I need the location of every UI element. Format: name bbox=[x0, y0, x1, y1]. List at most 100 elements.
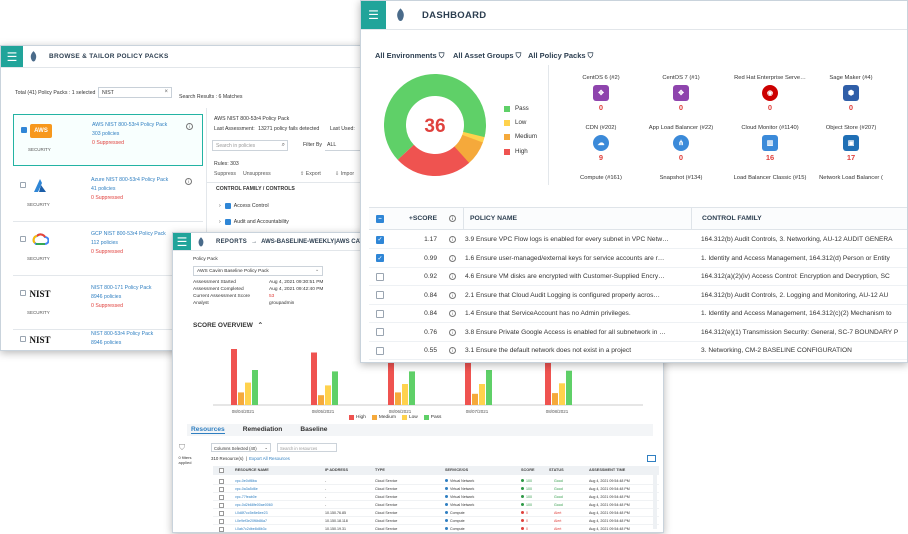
menu-icon[interactable]: ☰ bbox=[361, 1, 386, 29]
cell-name[interactable]: vpc-77feab0e bbox=[235, 494, 257, 499]
chevron-up-icon[interactable]: ⌃ bbox=[257, 322, 264, 329]
table-row[interactable]: 0.55 i 3.1 Ensure the default network does… bbox=[369, 342, 907, 360]
breadcrumb[interactable]: AWS-BASELINE-WEEKLY|AWS CAVIRN bbox=[261, 238, 374, 245]
row-checkbox[interactable] bbox=[219, 502, 224, 508]
unsuppress-button[interactable]: Unsuppress bbox=[243, 171, 271, 177]
service-count[interactable]: 0 bbox=[848, 103, 854, 112]
policy-name-cell[interactable]: 3.8 Ensure Private Google Access is enab… bbox=[465, 328, 666, 336]
row-checkbox[interactable] bbox=[219, 518, 224, 524]
service-tile[interactable]: Cloud Monitor (#1140) ▥ 16 bbox=[722, 125, 818, 162]
columns-select[interactable]: Columns Selected (40) ⌄ bbox=[211, 443, 271, 452]
policy-name-cell[interactable]: 1.6 Ensure user-managed/external keys fo… bbox=[465, 254, 665, 262]
service-tile[interactable]: App Load Balancer (#22) ⋔ 0 bbox=[633, 125, 729, 162]
table-row[interactable]: i-0e9ef3e20f6b86a7 10.150.18.118 Cloud Ser… bbox=[213, 517, 659, 525]
table-row[interactable]: 0.92 i 4.6 Ensure VM disks are encrypted w… bbox=[369, 268, 907, 286]
service-count[interactable]: 0 bbox=[598, 103, 604, 112]
family-column-header[interactable]: CONTROL FAMILY bbox=[691, 208, 901, 229]
policy-column-header[interactable]: POLICY NAME bbox=[463, 208, 691, 229]
info-icon[interactable]: i bbox=[449, 236, 456, 243]
policy-name-cell[interactable]: 2.1 Ensure that Cloud Audit Logging is c… bbox=[465, 291, 660, 299]
service-tile[interactable]: Load Balancer Classic (#15) bbox=[722, 175, 818, 187]
control-checkbox[interactable] bbox=[224, 219, 231, 225]
pack-name[interactable]: GCP NIST 800-53r4 Policy Pack bbox=[91, 231, 166, 237]
service-tile[interactable]: CDN (#202) ☁ 9 bbox=[553, 125, 649, 162]
service-tile[interactable]: Compute (#161) bbox=[553, 175, 649, 187]
service-tile[interactable]: Network Load Balancer ( bbox=[803, 175, 899, 187]
row-checkbox[interactable] bbox=[219, 510, 224, 516]
pack-name[interactable]: Azure NIST 800-53r4 Policy Pack bbox=[91, 177, 169, 183]
export-icon[interactable] bbox=[647, 455, 656, 462]
chevron-down-icon[interactable]: ⌄ bbox=[314, 268, 319, 273]
pack-name[interactable]: NIST 800-171 Policy Pack bbox=[91, 285, 152, 291]
table-row[interactable]: i-0ab7c2dbe8d8b3c 10.150.19.31 Cloud Servi… bbox=[213, 525, 659, 532]
tab-resources[interactable]: Resources bbox=[191, 426, 225, 434]
pack-search-input[interactable]: NIST × bbox=[98, 87, 172, 98]
clear-icon[interactable]: × bbox=[164, 89, 168, 95]
table-scrollbar[interactable] bbox=[653, 473, 657, 529]
policy-name-cell[interactable]: 1.4 Ensure that ServiceAccount has no Ad… bbox=[465, 310, 631, 317]
policy-pack-filter[interactable]: All Policy Packs ⛉ bbox=[528, 51, 593, 61]
import-button[interactable]: ⇩ Impor bbox=[335, 171, 355, 177]
service-tile[interactable]: Sage Maker (#4) ⬢ 0 bbox=[803, 75, 899, 112]
cell-name[interactable]: vpc-0d2b68fe00ae0060 bbox=[235, 502, 273, 507]
score-overview-heading[interactable]: SCORE OVERVIEW ⌃ bbox=[193, 321, 263, 329]
resource-search-input[interactable]: Search in resources bbox=[277, 443, 337, 452]
filter-icon[interactable]: ⛉ bbox=[179, 443, 185, 452]
control-item-audit[interactable]: › Audit and Accountability bbox=[219, 219, 289, 225]
score-column-header[interactable]: +SCORE bbox=[408, 215, 437, 222]
info-icon[interactable]: i bbox=[185, 178, 192, 185]
table-row[interactable]: i-0d8f7cc5e8e6ee23 10.150.76.85 Cloud Serv… bbox=[213, 509, 659, 517]
export-button[interactable]: ⇪ Export bbox=[300, 171, 321, 177]
service-tile[interactable]: CentOS 7 (#1) ✥ 0 bbox=[633, 75, 729, 112]
cell-name[interactable]: vpc-0a3a5d6e bbox=[235, 486, 258, 491]
pack-policy-count[interactable]: 303 policies bbox=[92, 131, 120, 137]
select-all-checkbox[interactable]: – bbox=[376, 214, 384, 223]
pack-checkbox[interactable] bbox=[21, 127, 27, 133]
info-icon[interactable]: i bbox=[186, 123, 193, 130]
service-count[interactable]: 0 bbox=[678, 103, 684, 112]
table-row[interactable]: vpc-0e0df8ba - Cloud Service Virtual Networ… bbox=[213, 477, 659, 485]
table-row[interactable]: vpc-0a3a5d6e - Cloud Service Virtual Networ… bbox=[213, 485, 659, 493]
tab-baseline[interactable]: Baseline bbox=[300, 426, 328, 433]
table-row[interactable]: vpc-77feab0e - Cloud Service Virtual Networ… bbox=[213, 493, 659, 501]
pack-checkbox[interactable] bbox=[20, 336, 26, 342]
resource-column-header[interactable]: RESOURCE NAME bbox=[235, 468, 269, 472]
row-checkbox[interactable] bbox=[376, 309, 384, 318]
policy-pack-select[interactable]: AWS Cavirn Baseline Policy Pack ⌄ bbox=[193, 266, 323, 276]
row-checkbox[interactable]: ✓ bbox=[376, 235, 384, 244]
row-checkbox[interactable] bbox=[376, 272, 384, 281]
row-checkbox[interactable] bbox=[219, 494, 224, 500]
menu-icon[interactable]: ☰ bbox=[1, 46, 23, 67]
export-all-link[interactable]: Export All Resources bbox=[249, 456, 290, 461]
info-icon[interactable]: i bbox=[449, 310, 456, 317]
pack-policy-count[interactable]: 112 policies bbox=[91, 240, 119, 246]
tab-remediation[interactable]: Remediation bbox=[242, 426, 283, 433]
service-tile[interactable]: Red Hat Enterprise Serve… ◉ 0 bbox=[722, 75, 818, 112]
resource-column-header[interactable]: STATUS bbox=[549, 468, 564, 472]
pack-card-nist-53[interactable]: NIST NIST 800-53r4 Policy Pack 8946 poli… bbox=[13, 324, 203, 350]
table-row[interactable]: ✓ 1.17 i 3.9 Ensure VPC Flow logs is enable… bbox=[369, 231, 907, 249]
pack-checkbox[interactable] bbox=[20, 182, 26, 188]
resource-column-header[interactable]: TYPE bbox=[375, 468, 385, 472]
service-count[interactable]: 0 bbox=[678, 153, 684, 162]
suppress-button[interactable]: Suppress bbox=[214, 171, 236, 177]
resource-column-header[interactable]: SCORE bbox=[521, 468, 535, 472]
table-row[interactable]: 0.76 i 3.8 Ensure Private Google Access is… bbox=[369, 324, 907, 342]
menu-icon[interactable]: ☰ bbox=[173, 233, 191, 250]
cell-name[interactable]: i-0ab7c2dbe8d8b3c bbox=[235, 526, 267, 531]
resource-column-header[interactable]: ASSESSMENT TIME bbox=[589, 468, 626, 472]
pack-checkbox[interactable] bbox=[20, 236, 26, 242]
pack-card-azure[interactable]: SECURITY Azure NIST 800-53r4 Policy Pack… bbox=[13, 170, 203, 222]
table-row[interactable]: vpc-0d2b68fe00ae0060 - Cloud Service Virtua… bbox=[213, 501, 659, 509]
cell-name[interactable]: i-0e9ef3e20f6b86a7 bbox=[235, 518, 267, 523]
chevron-right-icon[interactable]: › bbox=[219, 203, 221, 209]
resource-column-header[interactable]: IP ADDRESS bbox=[325, 468, 348, 472]
row-checkbox[interactable] bbox=[219, 486, 224, 492]
service-count[interactable]: 9 bbox=[598, 153, 604, 162]
resource-column-header[interactable]: SERVICE/OS bbox=[445, 468, 469, 472]
row-checkbox[interactable] bbox=[219, 526, 224, 532]
row-checkbox[interactable] bbox=[376, 328, 384, 336]
info-icon[interactable]: i bbox=[449, 347, 456, 354]
filter-select[interactable]: ALL bbox=[325, 140, 361, 151]
service-tile[interactable]: CentOS 6 (#2) ✥ 0 bbox=[553, 75, 649, 112]
